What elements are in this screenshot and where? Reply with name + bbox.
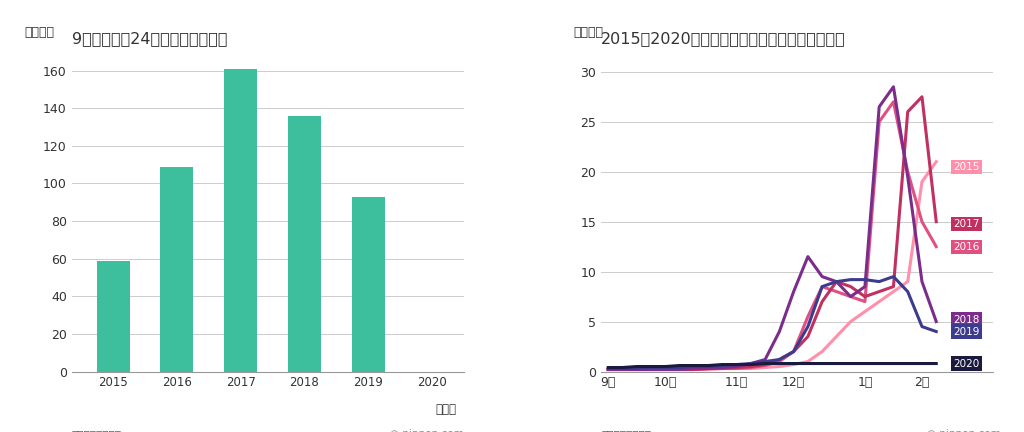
Text: ◉ nippon.com: ◉ nippon.com xyxy=(928,429,1001,432)
Text: 厚生労働省まとめ: 厚生労働省まとめ xyxy=(601,429,651,432)
Text: 2015: 2015 xyxy=(953,162,980,172)
Bar xyxy=(224,69,257,372)
Text: （万人）: （万人） xyxy=(25,26,54,39)
Text: 厚生労働省まとめ: 厚生労働省まとめ xyxy=(72,429,122,432)
Bar xyxy=(288,116,321,372)
Text: （年）: （年） xyxy=(435,403,456,416)
Text: 2017: 2017 xyxy=(953,219,980,229)
Text: ◉ nippon.com: ◉ nippon.com xyxy=(390,429,464,432)
Text: 2020: 2020 xyxy=(953,359,980,368)
Bar xyxy=(96,260,130,372)
Text: 2016: 2016 xyxy=(953,241,980,252)
Bar xyxy=(351,197,385,372)
Text: （万人）: （万人） xyxy=(573,26,604,39)
Text: 2015〜2020年の週ごとのインフル患者数の推移: 2015〜2020年の週ごとのインフル患者数の推移 xyxy=(601,32,846,47)
Text: 2019: 2019 xyxy=(953,327,980,337)
Bar xyxy=(161,167,194,372)
Text: 2018: 2018 xyxy=(953,314,980,324)
Text: 9月初旬から24週間の累計患者数: 9月初旬から24週間の累計患者数 xyxy=(72,32,227,47)
